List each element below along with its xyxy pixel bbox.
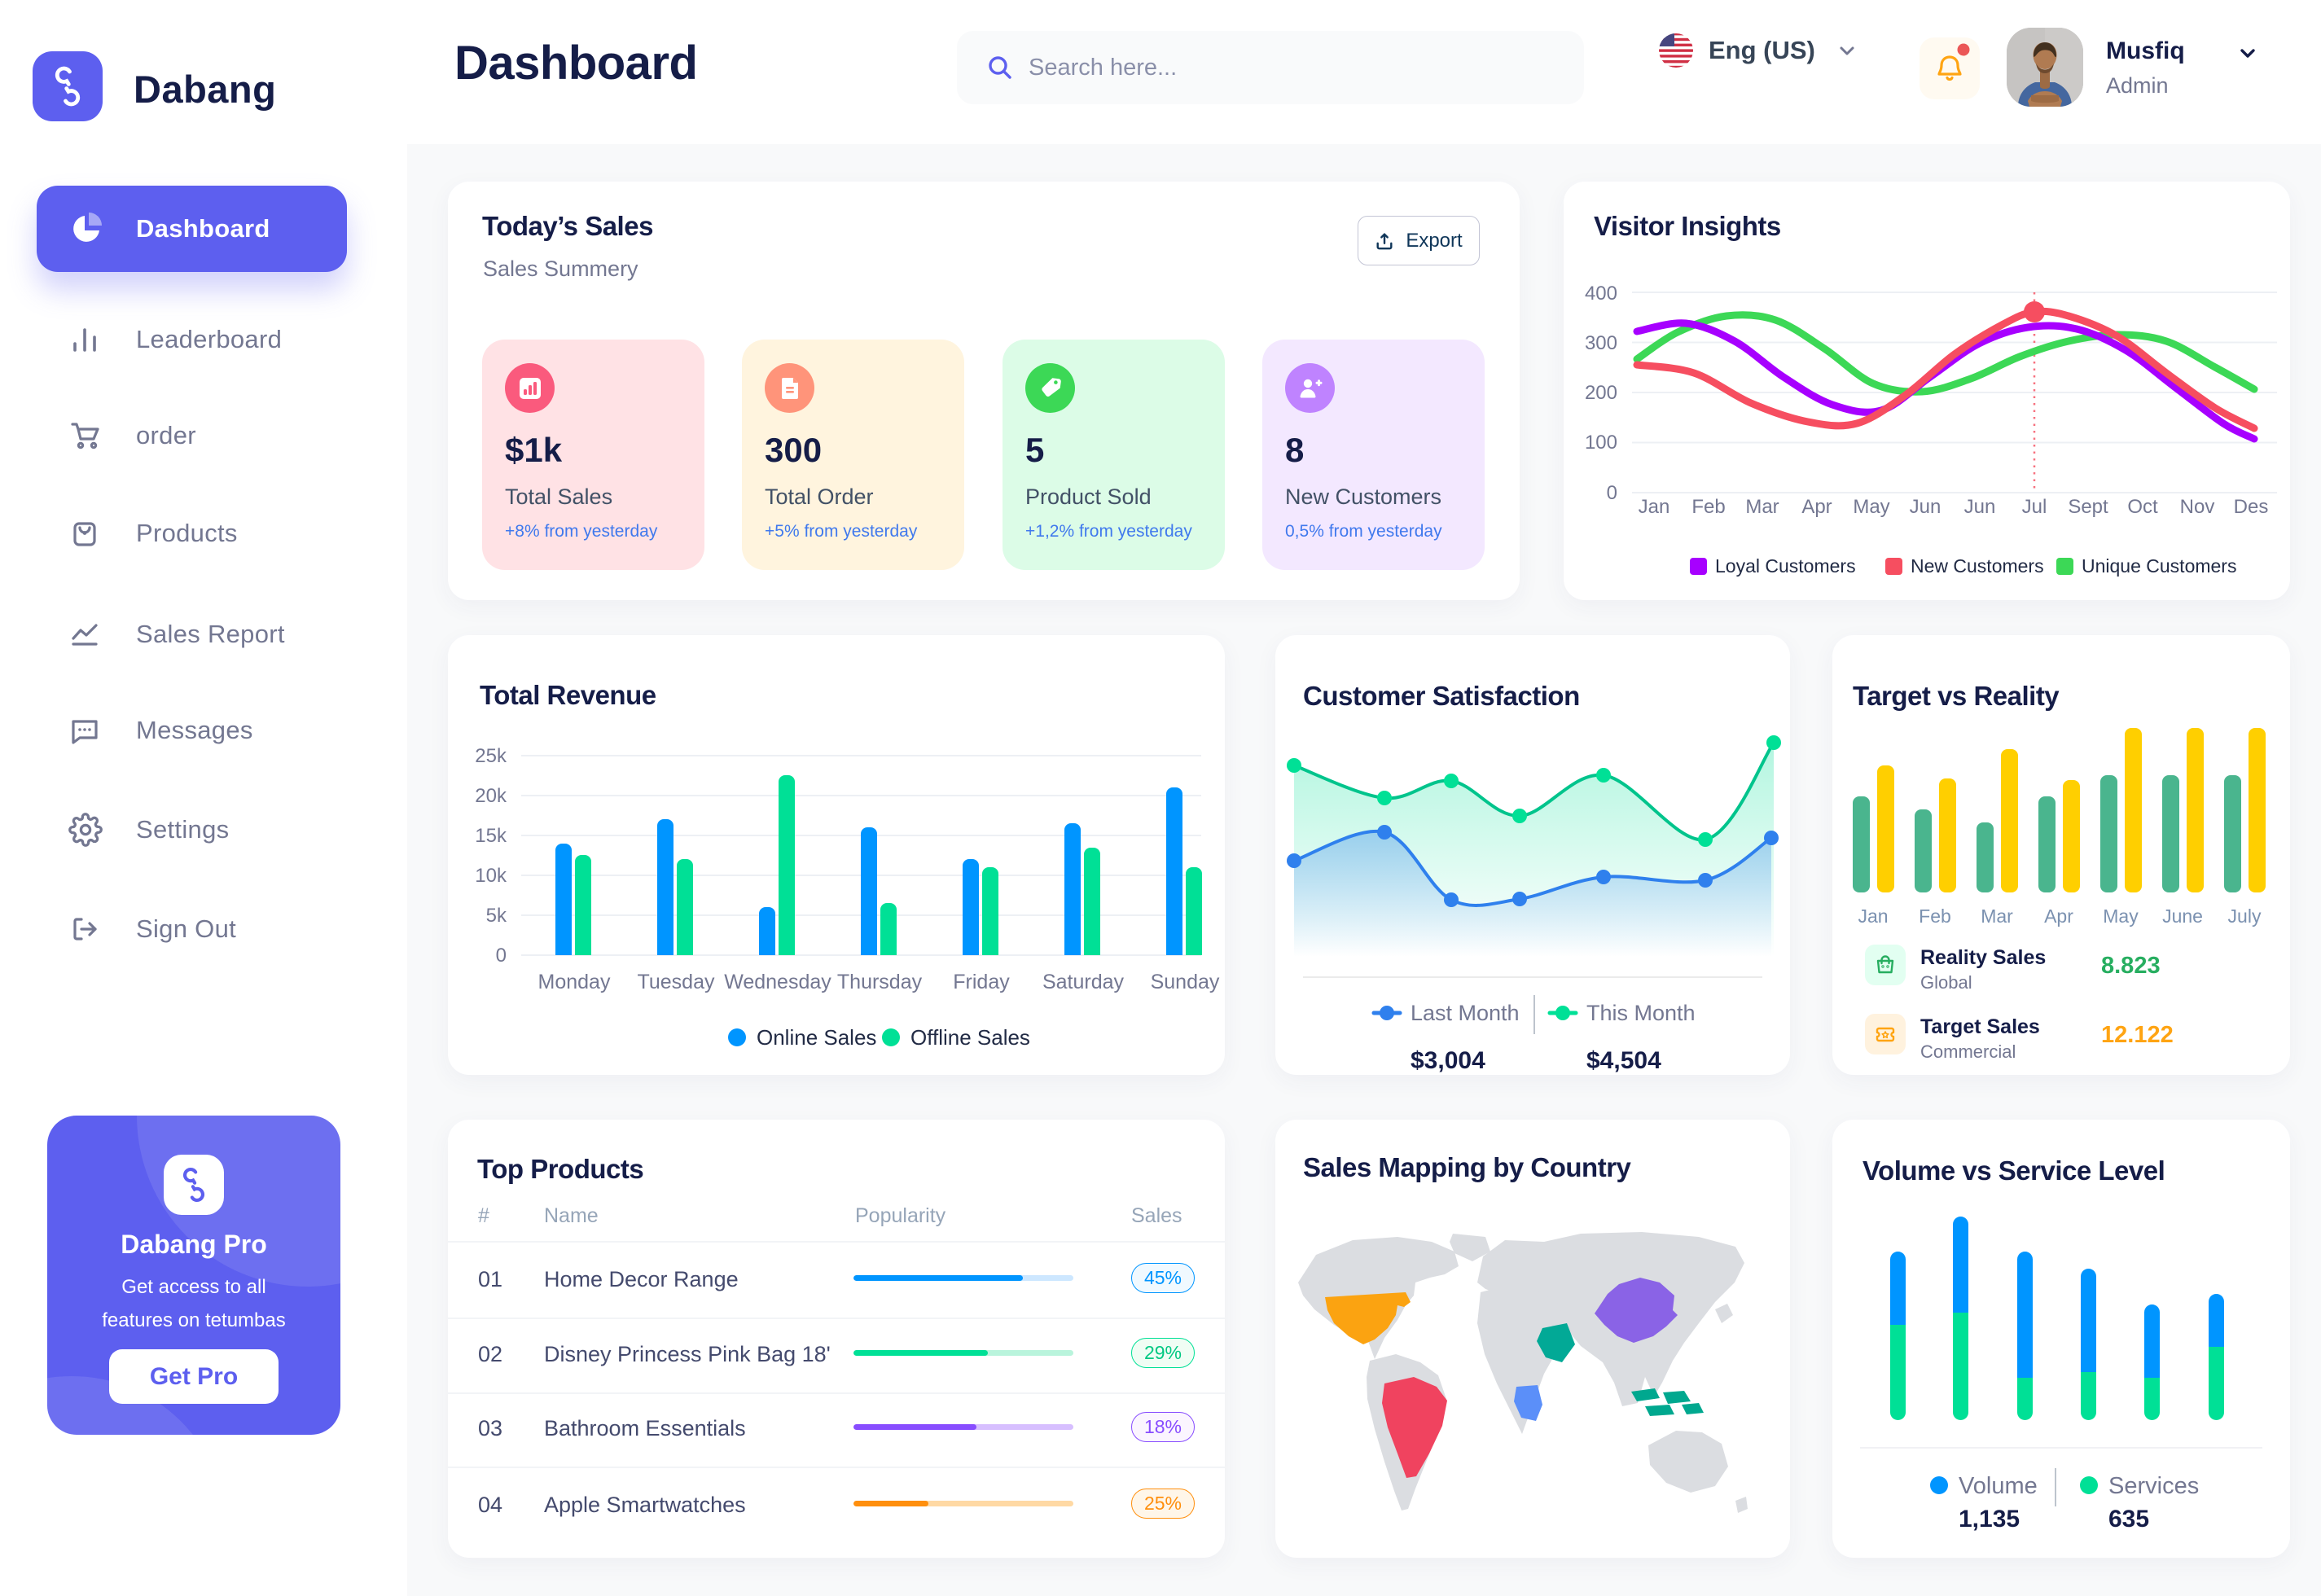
svg-text:Sept: Sept bbox=[2068, 496, 2108, 518]
svg-text:June: June bbox=[2162, 905, 2203, 927]
svg-text:Jan: Jan bbox=[1639, 496, 1670, 518]
svg-text:15k: 15k bbox=[475, 825, 507, 847]
svg-text:Oct: Oct bbox=[2127, 496, 2158, 518]
svg-text:$3,004: $3,004 bbox=[1411, 1047, 1485, 1074]
svg-text:Nov: Nov bbox=[2180, 496, 2215, 518]
svg-text:Jun: Jun bbox=[1910, 496, 1941, 518]
svg-text:$4,504: $4,504 bbox=[1586, 1047, 1661, 1074]
svg-text:200: 200 bbox=[1585, 382, 1617, 404]
svg-text:25k: 25k bbox=[475, 745, 507, 767]
svg-text:Last Month: Last Month bbox=[1411, 1001, 1520, 1025]
svg-text:Services: Services bbox=[2108, 1473, 2199, 1499]
svg-text:Wednesday: Wednesday bbox=[724, 971, 831, 993]
svg-text:Apr: Apr bbox=[2044, 905, 2073, 927]
svg-text:Unique Customers: Unique Customers bbox=[2082, 555, 2236, 577]
svg-text:Saturday: Saturday bbox=[1042, 971, 1125, 993]
svg-text:635: 635 bbox=[2108, 1506, 2149, 1532]
svg-text:Monday: Monday bbox=[538, 971, 611, 993]
svg-text:Sunday: Sunday bbox=[1151, 971, 1220, 993]
svg-text:Tuesday: Tuesday bbox=[638, 971, 715, 993]
svg-text:May: May bbox=[1853, 496, 1889, 518]
svg-text:100: 100 bbox=[1585, 432, 1617, 454]
svg-text:July: July bbox=[2228, 905, 2262, 927]
svg-text:Friday: Friday bbox=[953, 971, 1010, 993]
svg-text:1,135: 1,135 bbox=[1959, 1506, 2020, 1532]
svg-text:Volume: Volume bbox=[1959, 1473, 2038, 1499]
svg-text:Thursday: Thursday bbox=[837, 971, 923, 993]
svg-text:Des: Des bbox=[2234, 496, 2269, 518]
svg-text:New Customers: New Customers bbox=[1911, 555, 2044, 577]
svg-text:Apr: Apr bbox=[1801, 496, 1832, 518]
svg-text:Jul: Jul bbox=[2022, 496, 2047, 518]
svg-text:May: May bbox=[2103, 905, 2139, 927]
svg-text:400: 400 bbox=[1585, 283, 1617, 305]
svg-text:10k: 10k bbox=[475, 865, 507, 887]
svg-text:0: 0 bbox=[496, 945, 507, 967]
svg-text:Online Sales: Online Sales bbox=[757, 1025, 876, 1050]
svg-text:Feb: Feb bbox=[1691, 496, 1725, 518]
svg-text:Offline Sales: Offline Sales bbox=[910, 1025, 1030, 1050]
svg-text:0: 0 bbox=[1607, 482, 1617, 504]
svg-text:Mar: Mar bbox=[1745, 496, 1779, 518]
svg-text:20k: 20k bbox=[475, 785, 507, 807]
svg-text:Jun: Jun bbox=[1964, 496, 1996, 518]
svg-text:Loyal Customers: Loyal Customers bbox=[1715, 555, 1856, 577]
svg-text:Mar: Mar bbox=[1981, 905, 2013, 927]
svg-text:5k: 5k bbox=[486, 905, 507, 927]
svg-text:Jan: Jan bbox=[1858, 905, 1888, 927]
svg-text:Feb: Feb bbox=[1919, 905, 1951, 927]
svg-text:This Month: This Month bbox=[1586, 1001, 1696, 1025]
svg-text:300: 300 bbox=[1585, 332, 1617, 354]
